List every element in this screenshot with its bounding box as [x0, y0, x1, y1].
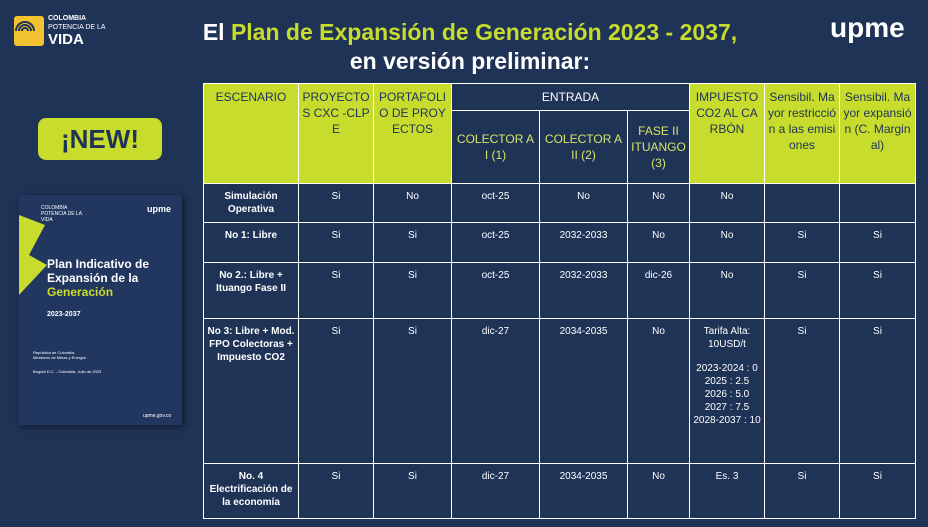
cover-title-highlight: Generación: [47, 285, 114, 299]
data-cell: Si: [764, 463, 840, 519]
data-cell: No: [689, 183, 765, 223]
row-label: No 3: Libre + Mod. FPO Colectoras + Impu…: [203, 318, 299, 464]
subheader-row: COLECTOR A I (1) COLECTOR A II (2) FASE II…: [204, 110, 916, 184]
data-cell: No: [627, 222, 690, 263]
data-cell: Si: [298, 222, 374, 263]
data-cell: 2034-2035: [539, 318, 628, 464]
cover-logo: COLOMBIA POTENCIA DE LA VIDA: [41, 205, 82, 223]
data-cell: oct-25: [451, 222, 540, 263]
data-cell: 2032-2033: [539, 222, 628, 263]
data-cell: No: [627, 318, 690, 464]
empty-cell: [764, 183, 840, 223]
cover-org-line: República de Colombia: [33, 350, 75, 355]
logo-line: COLOMBIA: [48, 15, 87, 22]
cover-years: 2023-2037: [47, 311, 81, 318]
data-cell: Si: [298, 318, 374, 464]
data-row: No 2.: Libre + Ituango Fase II Si Si oct-25…: [203, 262, 916, 319]
data-cell: Es. 3: [689, 463, 765, 519]
header-cell: PORTAFOLIO DE PROYECTOS: [373, 83, 452, 184]
cell-line: Tarifa Alta: 10USD/t: [703, 326, 751, 350]
data-row: No. 4 Electrificación de la economía Si Si…: [203, 463, 916, 519]
data-row: No 3: Libre + Mod. FPO Colectoras + Impu…: [203, 318, 916, 464]
subheader-cell: COLECTOR A II (2): [539, 110, 628, 184]
cell-line: 2025 : 2.5: [704, 376, 750, 387]
cell-line: 2027 : 7.5: [704, 402, 750, 413]
data-row: No 1: Libre Si Si oct-25 2032-2033 No No Si Si: [203, 222, 916, 263]
title-line2: en versión preliminar:: [349, 48, 591, 74]
data-cell: Si: [373, 463, 452, 519]
data-cell: Si: [298, 463, 374, 519]
data-cell: Si: [373, 222, 452, 263]
data-cell: Si: [839, 318, 916, 464]
empty-cell: [839, 183, 916, 223]
header-cell: PROYECTOS CXC -CLPE: [298, 83, 374, 184]
title-lead: El: [202, 19, 225, 45]
subheader-cell: COLECTOR A I (1): [451, 110, 540, 184]
cover-org: República de Colombia Ministerio de Mina…: [33, 350, 86, 360]
scenario-table: ESCENARIO PROYECTOS CXC -CLPE PORTAFOLIO D…: [203, 83, 916, 519]
title: El Plan de Expansión de Generación 2023 …: [150, 18, 790, 76]
logo-line: POTENCIA DE LA: [48, 24, 106, 31]
title-highlight: Plan de Expansión de Generación 2023 - 2…: [230, 19, 738, 45]
row-label: No 2.: Libre + Ituango Fase II: [203, 262, 299, 319]
new-badge: ¡NEW!: [38, 118, 162, 160]
cell-line: 2023-2024 : 0: [696, 363, 758, 374]
header-cell: ESCENARIO: [203, 83, 299, 184]
cover-title-text: Plan Indicativo de Expansión de la: [47, 257, 150, 285]
data-cell: dic-27: [451, 463, 540, 519]
subheader-cell: FASE II ITUANGO (3): [627, 110, 690, 184]
data-cell: Si: [764, 318, 840, 464]
header-cell: Sensibil. Mayor expansión (C. Marginal): [839, 83, 916, 184]
data-cell: No: [627, 463, 690, 519]
row-label: Simulación Operativa: [203, 183, 299, 223]
logo-line: VIDA: [48, 31, 84, 48]
data-cell: Si: [839, 262, 916, 319]
cover-place: Bogotá D.C. - Colombia, Julio de 2023: [33, 369, 102, 374]
logo-icon: [14, 16, 44, 46]
data-cell: No: [627, 183, 690, 223]
data-cell: Tarifa Alta: 10USD/t 2023-2024 : 0 2025 : …: [689, 318, 765, 464]
data-cell: Si: [839, 463, 916, 519]
header-row: ESCENARIO PROYECTOS CXC -CLPE PORTAFOLIO D…: [203, 83, 916, 184]
data-cell: No: [689, 262, 765, 319]
data-cell: 2034-2035: [539, 463, 628, 519]
cover-org-line: Ministerio de Minas y Energía: [33, 355, 86, 360]
data-cell: Si: [764, 222, 840, 263]
row-label: No 1: Libre: [203, 222, 299, 263]
data-cell: Si: [298, 183, 374, 223]
data-cell: Si: [839, 222, 916, 263]
data-cell: dic-27: [451, 318, 540, 464]
data-cell: oct-25: [451, 262, 540, 319]
data-row: Simulación Operativa Si No oct-25 No No No: [203, 183, 916, 223]
data-cell: No: [689, 222, 765, 263]
data-cell: dic-26: [627, 262, 690, 319]
data-cell: No: [373, 183, 452, 223]
header-cell: IMPUESTO CO2 AL CARBÓN: [689, 83, 765, 184]
header-cell: Sensibil. Mayor restricción a las emisio…: [764, 83, 840, 184]
cover-swoosh: [19, 215, 47, 295]
cell-line: 2026 : 5.0: [704, 389, 750, 400]
data-cell: No: [539, 183, 628, 223]
cover-url: upme.gov.co: [143, 413, 172, 419]
data-cell: Si: [764, 262, 840, 319]
cell-line: 2028-2037 : 10: [693, 415, 761, 426]
cover-upme: upme: [147, 204, 172, 214]
data-cell: oct-25: [451, 183, 540, 223]
cover-title: Plan Indicativo de Expansión de la Gener…: [47, 257, 177, 299]
row-label: No. 4 Electrificación de la economía: [203, 463, 299, 519]
data-cell: Si: [373, 318, 452, 464]
data-cell: Si: [373, 262, 452, 319]
report-cover: COLOMBIA POTENCIA DE LA VIDA upme Plan I…: [19, 195, 182, 425]
data-cell: Si: [298, 262, 374, 319]
logo-text: COLOMBIA POTENCIA DE LA VIDA: [48, 14, 138, 48]
upme-logo: upme: [830, 12, 905, 43]
data-cell: 2032-2033: [539, 262, 628, 319]
header-cell: ENTRADA: [451, 83, 690, 111]
